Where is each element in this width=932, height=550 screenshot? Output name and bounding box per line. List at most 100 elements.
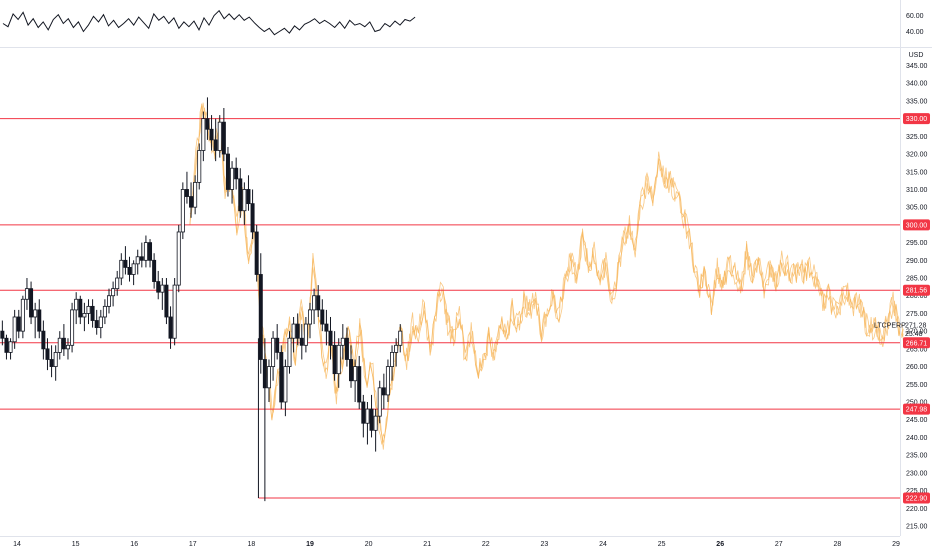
time-tick-label: 29	[892, 541, 900, 548]
candle-body	[328, 330, 333, 346]
time-tick-label: 19	[306, 541, 314, 548]
price-tick-label: 340.00	[906, 81, 928, 88]
price-tick-label: 315.00	[906, 169, 928, 176]
level-price-tag-bg	[903, 113, 930, 125]
candle-body	[180, 189, 185, 233]
candle-body	[119, 259, 124, 279]
candle-body	[344, 337, 349, 360]
candle-body	[74, 298, 79, 311]
candle-body	[324, 323, 329, 332]
time-tick-label: 22	[482, 541, 490, 548]
price-tick-label: 255.00	[906, 382, 928, 389]
candle-body	[41, 330, 46, 350]
price-tick-label: 280.00	[906, 293, 928, 300]
candle-body	[65, 344, 70, 350]
candle-body	[53, 352, 58, 367]
time-tick-label: 18	[248, 541, 256, 548]
candle-body	[123, 259, 128, 268]
price-tick-label: 335.00	[906, 98, 928, 105]
candle-body	[332, 344, 337, 375]
candle-body	[398, 330, 403, 346]
candle-body	[33, 309, 38, 318]
candle-body	[172, 284, 177, 339]
candle-body	[70, 309, 75, 346]
candle-body	[365, 408, 370, 424]
price-tick-label: 260.00	[906, 364, 928, 371]
candle-body	[8, 341, 13, 353]
candle-body	[49, 359, 54, 367]
level-price-tag: 222.90	[906, 495, 928, 502]
level-price-tag: 247.98	[906, 407, 928, 414]
candle-body	[29, 288, 34, 318]
time-tick-label: 28	[834, 541, 842, 548]
candle-body	[336, 344, 341, 375]
price-tick-label: 290.00	[906, 258, 928, 265]
candle-body	[102, 305, 107, 318]
time-axis[interactable]: 14 15 16 17 18 19 20 21 22 23 24 25 26 27 28 29	[13, 541, 900, 548]
candle-body	[148, 242, 153, 261]
candle-body	[12, 316, 17, 343]
time-tick-label: 20	[365, 541, 373, 548]
candle-body	[135, 256, 140, 265]
candles	[0, 97, 403, 502]
candle-body	[299, 337, 304, 346]
price-axis[interactable]: 345.00 340.00 335.00 330.00 325.00 320.00 315.…	[906, 63, 928, 530]
candle-body	[143, 242, 148, 261]
oscillator-tick-label: 40.00	[906, 29, 924, 36]
candle-body	[230, 167, 235, 190]
candle-body	[61, 337, 66, 350]
candle-body	[266, 366, 271, 389]
candle-body	[303, 323, 308, 346]
candle-body	[349, 359, 354, 382]
candle-body	[189, 196, 194, 208]
candle-body	[156, 281, 161, 293]
level-price-tag: 330.00	[906, 116, 928, 123]
level-price-tag-bg	[903, 337, 930, 349]
level-price-tag-bg	[903, 492, 930, 504]
countdown-label: 25:48	[905, 331, 923, 338]
currency-label: USD	[909, 52, 924, 59]
time-tick-label: 24	[599, 541, 607, 548]
oscillator-tick-label: 60.00	[906, 13, 924, 20]
price-panel	[0, 97, 904, 502]
candle-body	[287, 337, 292, 367]
candle-body	[197, 150, 202, 183]
candle-body	[115, 277, 120, 290]
price-tick-label: 220.00	[906, 506, 928, 513]
candle-body	[82, 313, 87, 318]
price-tick-label: 250.00	[906, 399, 928, 406]
candle-body	[390, 352, 395, 367]
candle-body	[37, 309, 42, 332]
price-tick-label: 240.00	[906, 435, 928, 442]
level-price-tag: 266.71	[906, 340, 928, 347]
time-tick-label: 15	[72, 541, 80, 548]
prediction-trace-0-2	[189, 102, 904, 450]
time-tick-label: 14	[13, 541, 21, 548]
price-tick-label: 245.00	[906, 417, 928, 424]
candle-body	[193, 181, 198, 208]
last-price-label: 271.28	[905, 323, 927, 330]
time-tick-label: 26	[716, 541, 724, 548]
symbol-price-tag: LTCPERP 271.28 25:48	[874, 323, 927, 339]
candle-body	[213, 139, 218, 151]
candle-body	[45, 348, 50, 360]
level-price-tag: 281.56	[906, 288, 928, 295]
price-tick-label: 225.00	[906, 488, 928, 495]
price-tick-label: 325.00	[906, 134, 928, 141]
candle-body	[246, 189, 251, 205]
candle-body	[258, 274, 263, 360]
candle-body	[225, 153, 230, 190]
candle-body	[57, 337, 62, 353]
price-tick-label: 215.00	[906, 523, 928, 530]
candle-body	[160, 284, 165, 293]
candle-body	[24, 288, 29, 300]
candle-body	[234, 167, 239, 180]
time-tick-label: 27	[775, 541, 783, 548]
candle-body	[320, 309, 325, 325]
candle-body	[111, 288, 116, 297]
candle-body	[164, 284, 169, 318]
candle-body	[131, 263, 136, 275]
candle-body	[254, 231, 259, 275]
candle-body	[353, 366, 358, 382]
